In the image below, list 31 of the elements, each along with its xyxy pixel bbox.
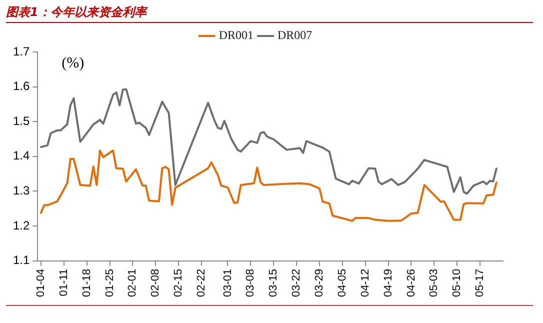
y-tick-label: 1.4 bbox=[12, 148, 30, 163]
y-tick-label: 1.2 bbox=[12, 218, 30, 232]
x-tick-label: 02-22 bbox=[196, 268, 208, 298]
y-tick-label: 1.6 bbox=[12, 79, 30, 94]
x-tick-label: 05-03 bbox=[428, 268, 440, 298]
x-tick-label: 03-22 bbox=[290, 268, 303, 298]
x-tick-label: 01-04 bbox=[34, 268, 47, 298]
y-tick-label: 1.7 bbox=[12, 44, 30, 58]
x-tick-label: 03-15 bbox=[268, 268, 280, 298]
x-tick-label: 04-05 bbox=[336, 268, 348, 298]
x-tick-label: 02-15 bbox=[172, 268, 185, 298]
x-tick-label: 02-08 bbox=[150, 268, 162, 298]
x-tick-label: 05-10 bbox=[451, 268, 464, 298]
y-tick-label: 1.5 bbox=[12, 114, 30, 128]
x-tick-label: 01-11 bbox=[58, 268, 70, 296]
x-tick-label: 01-25 bbox=[104, 268, 116, 298]
x-tick-label: 04-19 bbox=[382, 268, 394, 298]
legend-label: DR001 bbox=[218, 28, 254, 42]
x-tick-label: 04-26 bbox=[405, 268, 418, 298]
x-tick-label: 04-12 bbox=[359, 268, 372, 298]
x-tick-label: 03-08 bbox=[244, 268, 257, 298]
x-tick-label: 03-01 bbox=[222, 268, 234, 298]
legend-label: DR007 bbox=[278, 28, 312, 42]
x-tick-label: 05-17 bbox=[474, 268, 486, 298]
chart-title: 图表1：今年以来资金利率 bbox=[6, 2, 533, 23]
y-tick-label: 1.3 bbox=[12, 184, 30, 198]
y-tick-label: 1.1 bbox=[12, 253, 30, 268]
x-tick-label: 02-01 bbox=[126, 268, 139, 298]
x-tick-label: 03-29 bbox=[314, 268, 326, 298]
x-tick-label: 01-18 bbox=[80, 268, 93, 298]
y-axis-title: (%) bbox=[62, 55, 84, 72]
